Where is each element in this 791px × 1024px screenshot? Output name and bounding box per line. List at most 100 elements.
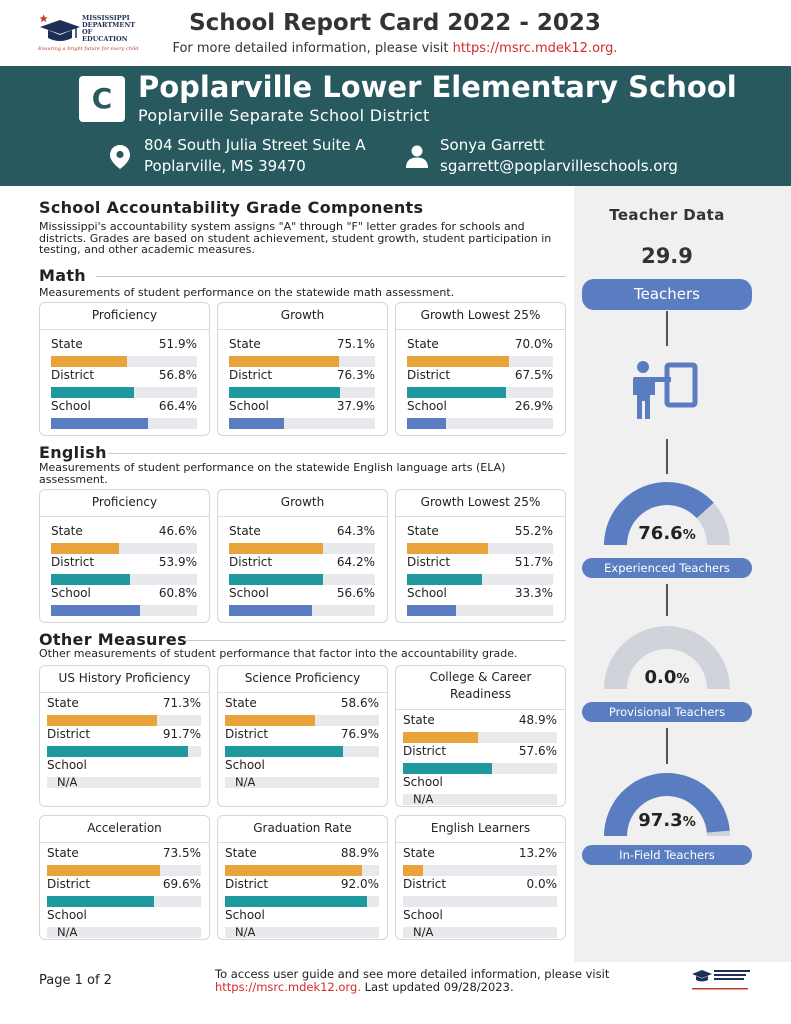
card-title: Growth — [280, 495, 325, 509]
metric-value: 33.3% — [514, 586, 553, 600]
bar-track — [47, 715, 201, 726]
bar-fill-state — [225, 715, 316, 726]
metric-value: 60.8% — [158, 586, 197, 600]
experienced-teachers-value: 76.6% — [638, 523, 696, 544]
graduation-cap-logo-icon — [39, 14, 80, 41]
metric-label: School — [407, 399, 447, 413]
metric-label: School — [51, 399, 91, 413]
connector-line — [666, 728, 668, 764]
connector-line — [666, 584, 668, 616]
connector-line — [666, 439, 668, 474]
card-divider — [396, 842, 565, 843]
metric-label: State — [229, 337, 261, 351]
metric-row-state: State 75.1% — [229, 337, 375, 367]
metric-value: 73.5% — [162, 846, 201, 860]
contact-email[interactable]: sgarrett@poplarvilleschools.org — [440, 157, 678, 175]
bar-fill-state — [403, 865, 424, 876]
bar-track — [51, 605, 197, 616]
teacher-data-panel: Teacher Data 29.9 Teachers 76.6% Experie… — [574, 186, 791, 962]
metric-row-state: State 51.9% — [51, 337, 197, 367]
bar-fill-state — [407, 543, 488, 554]
metric-value: 75.1% — [336, 337, 375, 351]
person-icon — [406, 145, 428, 168]
metric-row-district: District 91.7% — [47, 727, 201, 757]
bar-fill-school — [229, 605, 312, 616]
metric-card-growth-lowest-25: Growth Lowest 25% State 55.2% District 51.7%… — [395, 489, 566, 623]
bar-fill-district — [51, 387, 134, 398]
address-line-2: Poplarville, MS 39470 — [144, 157, 306, 175]
english-divider — [108, 453, 566, 454]
not-available-text: N/A — [413, 792, 434, 806]
metric-label: State — [403, 713, 435, 727]
bar-fill-school — [51, 418, 148, 429]
bar-track — [407, 387, 553, 398]
metric-row-state: State 58.6% — [225, 696, 379, 726]
metric-value: 57.6% — [518, 744, 557, 758]
accountability-description: Mississippi's accountability system assi… — [39, 220, 552, 256]
card-divider — [40, 842, 209, 843]
page-number: Page 1 of 2 — [39, 973, 112, 988]
metric-row-district: District 0.0% — [403, 877, 557, 907]
bar-fill-state — [403, 732, 479, 743]
bar-track — [229, 574, 375, 585]
metric-card-proficiency: Proficiency State 51.9% District 56.8% School… — [39, 302, 210, 436]
metric-value: 76.3% — [336, 368, 375, 382]
metric-label: State — [51, 524, 83, 538]
bar-track — [51, 574, 197, 585]
school-name: Poplarville Lower Elementary School — [138, 70, 737, 104]
card-title: Growth Lowest 25% — [420, 495, 541, 509]
experienced-teachers-label: Experienced Teachers — [582, 558, 752, 578]
bar-track: N/A — [403, 792, 557, 806]
metric-label: State — [229, 524, 261, 538]
metric-row-district: District 64.2% — [229, 555, 375, 585]
metric-row-school: School 56.6% — [229, 586, 375, 616]
metric-label: District — [225, 877, 269, 891]
other-measures-heading: Other Measures — [39, 630, 187, 649]
card-title: Science Proficiency — [244, 671, 361, 685]
bar-track — [47, 746, 201, 757]
math-heading: Math — [39, 266, 86, 285]
card-divider — [218, 842, 387, 843]
metric-row-school: School N/A — [47, 758, 201, 788]
metric-label: District — [229, 555, 273, 569]
metric-value: 51.7% — [514, 555, 553, 569]
other-measures-description: Other measurements of student performanc… — [39, 647, 518, 660]
not-available-text: N/A — [57, 775, 78, 789]
metric-row-district: District 51.7% — [407, 555, 553, 585]
gauge-track — [604, 626, 730, 689]
bar-fill-state — [229, 543, 323, 554]
metric-value: 88.9% — [340, 846, 379, 860]
bar-fill-district — [225, 896, 367, 907]
card-divider — [396, 329, 565, 330]
metric-value: 76.9% — [340, 727, 379, 741]
bar-track — [403, 865, 557, 876]
card-divider — [218, 516, 387, 517]
mde-footer-logo-icon — [692, 970, 750, 990]
metric-row-state: State 73.5% — [47, 846, 201, 876]
bar-fill-district — [407, 574, 483, 585]
bar-track — [229, 387, 375, 398]
bar-track — [407, 574, 553, 585]
metric-row-state: State 88.9% — [225, 846, 379, 876]
msrc-link[interactable]: https://msrc.mdek12.org. — [452, 41, 618, 56]
metric-value: 55.2% — [514, 524, 553, 538]
metric-label: School — [229, 399, 269, 413]
card-title: College & Career Readiness — [429, 670, 532, 701]
metric-row-state: State 48.9% — [403, 713, 557, 743]
school-address: 804 South Julia Street Suite A Poplarvil… — [144, 135, 366, 177]
metric-value: 0.0% — [526, 877, 558, 891]
teacher-count: 29.9 — [641, 244, 693, 268]
bar-track — [229, 543, 375, 554]
bar-track — [51, 418, 197, 429]
footer-link[interactable]: https://msrc.mdek12.org. — [215, 980, 361, 994]
logo-text: MISSISSIPPI DEPARTMENT OF EDUCATION — [82, 14, 136, 43]
metric-card-english-learners: English Learners State 13.2% District 0.0% Sc… — [395, 815, 566, 940]
metric-label: State — [225, 846, 257, 860]
not-available-text: N/A — [235, 775, 256, 789]
bar-fill-school — [407, 418, 447, 429]
teachers-label: Teachers — [582, 279, 752, 310]
metric-label: School — [407, 586, 447, 600]
metric-label: School — [225, 758, 265, 772]
bar-track: N/A — [225, 775, 379, 789]
footer-text: To access user guide and see more detail… — [215, 967, 610, 981]
